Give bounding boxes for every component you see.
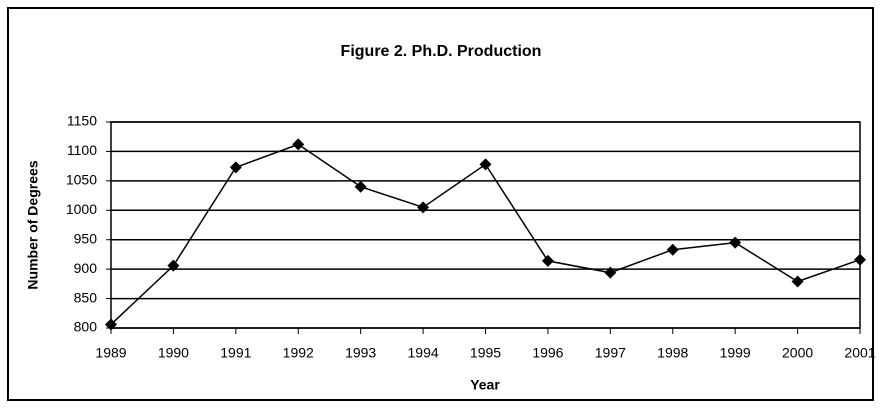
- marker: [541, 254, 554, 267]
- marker: [791, 275, 804, 288]
- x-tick-label: 1990: [158, 345, 189, 361]
- marker: [854, 253, 866, 266]
- y-tick-label: 1050: [66, 172, 97, 188]
- y-tick-label: 800: [74, 319, 98, 335]
- x-tick-label: 1997: [595, 345, 626, 361]
- x-tick-label: 1992: [283, 345, 314, 361]
- y-tick-label: 1100: [67, 142, 97, 158]
- marker: [292, 138, 305, 151]
- y-tick-label: 950: [74, 230, 98, 246]
- marker: [354, 180, 367, 193]
- x-tick-label: 2001: [844, 345, 875, 361]
- line: [110, 143, 861, 326]
- y-tick-label: 1150: [67, 113, 97, 129]
- chart-title: Figure 2. Ph.D. Production: [341, 43, 542, 60]
- plot-frame: [110, 121, 861, 329]
- chart-frame: [7, 7, 874, 401]
- marker: [105, 318, 117, 331]
- marker: [417, 201, 430, 214]
- marker: [666, 243, 679, 256]
- marker: [229, 161, 242, 174]
- x-tick-label: 1993: [345, 345, 376, 361]
- y-tick-label: 1000: [66, 201, 97, 217]
- x-tick-label: 1998: [657, 345, 688, 361]
- y-axis-label: Number of Degrees: [25, 160, 41, 289]
- x-tick-label: 1991: [220, 345, 251, 361]
- x-axis-label: Year: [470, 377, 500, 393]
- x-tick-label: 1994: [408, 345, 439, 361]
- marker: [604, 266, 617, 279]
- x-tick-label: 1995: [470, 345, 501, 361]
- y-tick-label: 900: [74, 260, 98, 276]
- x-tick-label: 1996: [532, 345, 563, 361]
- marker: [479, 158, 492, 171]
- x-tick-label: 1989: [95, 345, 126, 361]
- x-tick-label: 2000: [782, 345, 813, 361]
- marker: [729, 236, 742, 249]
- marker: [167, 259, 180, 272]
- y-tick-label: 850: [74, 289, 98, 305]
- x-tick-label: 1999: [720, 345, 751, 361]
